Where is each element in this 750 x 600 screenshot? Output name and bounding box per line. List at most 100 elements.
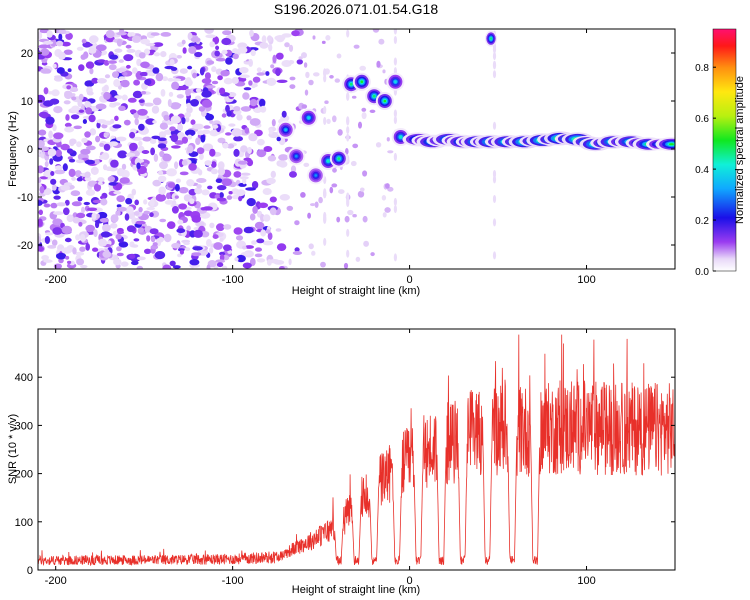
noise-speckle <box>296 59 303 65</box>
streak-speckle <box>323 190 327 199</box>
noise-speckle <box>163 114 170 121</box>
noise-speckle <box>332 167 337 173</box>
noise-speckle <box>303 62 308 68</box>
noise-speckle <box>188 46 197 54</box>
noise-speckle <box>40 48 50 56</box>
noise-speckle <box>78 221 83 227</box>
noise-speckle <box>108 64 117 71</box>
noise-speckle <box>72 247 77 255</box>
noise-speckle <box>143 48 151 56</box>
noise-speckle <box>89 35 99 44</box>
noise-speckle <box>38 111 49 118</box>
noise-speckle <box>50 171 55 176</box>
noise-speckle <box>49 98 60 105</box>
noise-speckle <box>185 88 191 97</box>
noise-speckle <box>132 136 143 141</box>
noise-speckle <box>84 131 91 138</box>
noise-speckle <box>65 255 70 260</box>
noise-speckle <box>260 213 265 223</box>
streak-speckle <box>346 126 350 135</box>
noise-speckle <box>270 170 276 178</box>
noise-speckle <box>114 48 123 53</box>
noise-speckle <box>249 29 254 37</box>
noise-speckle <box>105 29 115 39</box>
noise-speckle <box>184 78 193 87</box>
noise-speckle <box>334 78 340 83</box>
noise-speckle <box>326 118 331 124</box>
noise-speckle <box>56 40 64 47</box>
y-tick-label: -10 <box>17 192 33 204</box>
noise-speckle <box>304 89 309 96</box>
noise-speckle <box>97 59 106 63</box>
noise-speckle <box>39 146 49 151</box>
noise-speckle <box>159 150 165 158</box>
noise-speckle <box>172 265 181 269</box>
noise-speckle <box>288 60 295 65</box>
noise-speckle <box>80 264 88 269</box>
noise-speckle <box>355 256 361 262</box>
noise-speckle <box>60 143 70 151</box>
noise-speckle <box>183 241 190 246</box>
noise-speckle <box>237 46 248 54</box>
noise-speckle <box>250 49 256 57</box>
noise-speckle <box>116 230 125 235</box>
streak-speckle <box>393 109 397 118</box>
noise-speckle <box>308 243 314 250</box>
noise-speckle <box>136 265 144 269</box>
noise-speckle <box>123 72 128 76</box>
noise-speckle <box>337 129 343 136</box>
y-tick-label: 0 <box>27 144 33 156</box>
noise-speckle <box>102 250 112 258</box>
noise-speckle <box>112 71 119 78</box>
noise-speckle <box>63 49 73 55</box>
noise-speckle <box>189 198 195 205</box>
noise-speckle <box>228 191 233 195</box>
noise-speckle <box>378 38 385 45</box>
noise-speckle <box>38 129 47 136</box>
noise-speckle <box>200 231 210 238</box>
noise-speckle <box>141 150 150 154</box>
noise-speckle <box>63 100 71 105</box>
noise-speckle <box>149 139 157 144</box>
noise-speckle <box>275 52 284 60</box>
streak-speckle <box>393 197 397 206</box>
noise-speckle <box>176 94 184 99</box>
noise-speckle <box>121 94 128 101</box>
noise-speckle <box>194 187 203 195</box>
noise-speckle <box>284 42 290 48</box>
noise-speckle <box>190 264 195 269</box>
noise-speckle <box>64 237 72 243</box>
noise-speckle <box>171 78 182 82</box>
noise-speckle <box>56 252 67 260</box>
noise-speckle <box>174 161 179 170</box>
noise-speckle <box>95 135 101 143</box>
noise-speckle <box>231 128 243 137</box>
noise-speckle <box>321 40 326 45</box>
noise-speckle <box>132 67 138 74</box>
streak-speckle <box>492 121 497 130</box>
noise-speckle <box>118 76 126 80</box>
noise-speckle <box>135 220 146 225</box>
noise-speckle <box>65 32 73 40</box>
noise-speckle <box>110 118 115 124</box>
noise-speckle <box>113 258 122 266</box>
noise-speckle <box>201 78 212 84</box>
noise-speckle <box>262 188 272 195</box>
noise-speckle <box>278 154 289 161</box>
noise-speckle <box>125 152 136 157</box>
noise-speckle <box>85 107 93 115</box>
noise-speckle <box>376 60 381 68</box>
noise-speckle <box>126 48 136 53</box>
noise-speckle <box>181 39 186 45</box>
noise-speckle <box>158 131 167 139</box>
noise-speckle <box>88 47 97 54</box>
noise-speckle <box>125 198 133 205</box>
noise-speckle <box>146 207 155 211</box>
noise-speckle <box>198 106 206 112</box>
noise-speckle <box>80 234 86 242</box>
noise-speckle <box>359 65 367 71</box>
noise-speckle <box>182 47 187 54</box>
noise-speckle <box>234 257 239 262</box>
noise-speckle <box>68 168 76 178</box>
bottom-x-axis-label: Height of straight line (km) <box>292 584 420 596</box>
